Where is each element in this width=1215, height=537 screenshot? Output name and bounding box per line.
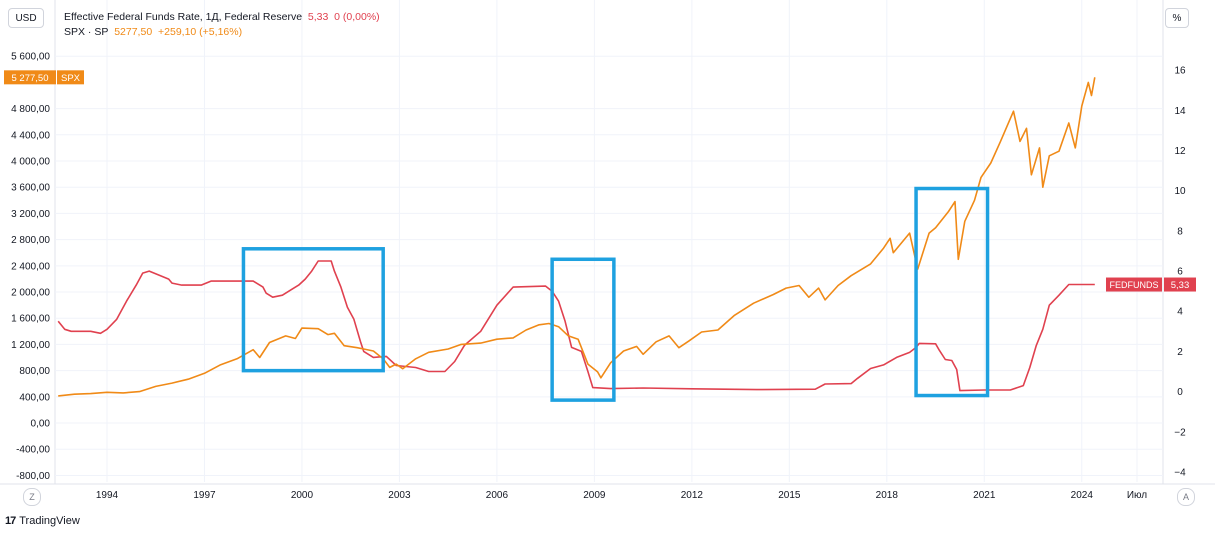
left-axis-tick-label: 2 800,00 [11, 235, 50, 246]
right-axis-tick-label: 2 [1177, 347, 1183, 358]
auto-scale-button[interactable]: A [1177, 488, 1195, 506]
fedfunds-title: Effective Federal Funds Rate, 1Д, Federa… [64, 11, 303, 23]
time-axis-tick-label: 2018 [876, 490, 899, 501]
highlight-boxes [241, 186, 990, 402]
time-axis-tick-label: 1994 [96, 490, 119, 501]
spx-line [58, 77, 1096, 397]
left-axis-tick-label: 4 000,00 [11, 157, 50, 168]
time-axis-tick-label: 2024 [1071, 490, 1094, 501]
tradingview-brand[interactable]: 17 TradingView [5, 515, 80, 527]
fedfunds-label-badge [1106, 277, 1162, 292]
highlight-box [241, 247, 385, 373]
right-axis-tick-label: 0 [1177, 387, 1183, 398]
right-axis-tick-label: 16 [1174, 66, 1186, 77]
left-axis-tick-label: 3 600,00 [11, 183, 50, 194]
gridlines [0, 0, 1215, 485]
legend-row-fedfunds[interactable]: Effective Federal Funds Rate, 1Д, Federa… [64, 10, 380, 25]
left-axis-tick-label: 1 200,00 [11, 340, 50, 351]
series-lines[interactable] [57, 77, 1096, 397]
spx-label-badge-text: SPX [61, 73, 81, 84]
spx-value: 5277,50 [114, 26, 153, 38]
right-axis-tick-label: 4 [1177, 307, 1183, 318]
left-price-axis[interactable]: -800,00 -400,00 0,00 400,00 800,00 1 200,00 1 … [11, 52, 50, 482]
fedfunds-label-badge-text: FEDFUNDS [1110, 280, 1159, 290]
price-badges: 5 277,50 SPX FEDFUNDS 5,33 [4, 70, 1196, 292]
spx-change: +259,10 (+5,16%) [158, 26, 243, 38]
chart-background [0, 0, 1215, 510]
fedfunds-value-badge [1164, 277, 1196, 292]
zoom-button[interactable]: Z [23, 488, 41, 506]
currency-button[interactable]: USD [8, 8, 44, 28]
right-percent-axis[interactable]: −4 −2 0 2 4 6 8 10 12 14 16 [1174, 66, 1186, 479]
spx-price-badge [4, 70, 56, 85]
time-axis-tick-label: 2003 [388, 490, 411, 501]
tradingview-logo-icon: 17 [5, 515, 16, 527]
left-axis-tick-label: -400,00 [16, 445, 50, 456]
time-axis-tick-label: 2006 [486, 490, 509, 501]
left-axis-tick-label: 5 600,00 [11, 52, 50, 63]
time-axis[interactable]: 1994 1997 2000 2003 2006 2009 2012 2015 2018 2021… [96, 490, 1147, 501]
right-axis-tick-label: 8 [1177, 226, 1183, 237]
time-axis-tick-label: 2012 [681, 490, 704, 501]
left-axis-tick-label: 0,00 [31, 419, 51, 430]
fedfunds-change: 0 (0,00%) [334, 11, 380, 23]
time-axis-tick-label: Июл [1127, 490, 1147, 501]
chart-frame: -800,00 -400,00 0,00 400,00 800,00 1 200,00 1 … [0, 0, 1215, 510]
left-axis-tick-label: -800,00 [16, 471, 50, 482]
left-axis-tick-label: 4 400,00 [11, 130, 50, 141]
right-axis-tick-label: 10 [1174, 186, 1186, 197]
left-axis-tick-label: 4 800,00 [11, 104, 50, 115]
left-axis-tick-label: 800,00 [19, 366, 50, 377]
time-axis-tick-label: 2000 [291, 490, 314, 501]
time-axis-tick-label: 2015 [778, 490, 801, 501]
spx-title: SPX · SP [64, 26, 109, 38]
time-axis-tick-label: 2021 [973, 490, 996, 501]
right-axis-tick-label: 6 [1177, 267, 1183, 278]
fedfunds-line [57, 260, 1095, 392]
left-axis-tick-label: 3 200,00 [11, 209, 50, 220]
right-axis-tick-label: −4 [1174, 467, 1186, 478]
time-axis-tick-label: 1997 [193, 490, 216, 501]
chart[interactable]: -800,00 -400,00 0,00 400,00 800,00 1 200,00 1 … [0, 0, 1215, 510]
left-axis-tick-label: 2 000,00 [11, 288, 50, 299]
left-axis-tick-label: 1 600,00 [11, 314, 50, 325]
highlight-box [550, 257, 616, 402]
fedfunds-value-badge-text: 5,33 [1171, 280, 1190, 291]
spx-label-badge [57, 70, 84, 85]
right-axis-tick-label: 14 [1174, 106, 1186, 117]
spx-price-badge-text: 5 277,50 [12, 73, 49, 84]
highlight-box [914, 186, 990, 398]
legend-row-spx[interactable]: SPX · SP 5277,50 +259,10 (+5,16%) [64, 25, 380, 40]
left-axis-tick-label: 2 400,00 [11, 261, 50, 272]
right-axis-tick-label: 12 [1174, 146, 1186, 157]
brand-name: TradingView [19, 515, 80, 527]
chart-legend: Effective Federal Funds Rate, 1Д, Federa… [64, 10, 380, 40]
time-axis-tick-label: 2009 [583, 490, 606, 501]
left-axis-tick-label: 400,00 [19, 392, 50, 403]
percent-scale-button[interactable]: % [1165, 8, 1189, 28]
fedfunds-value: 5,33 [307, 11, 329, 23]
right-axis-tick-label: −2 [1174, 427, 1186, 438]
